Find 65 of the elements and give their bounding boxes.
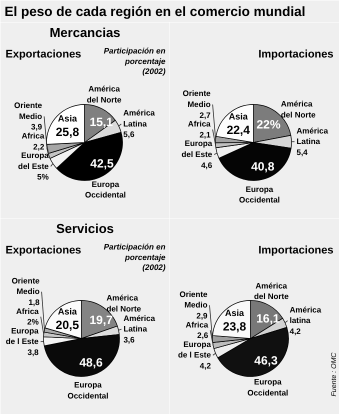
slice-label: Africa bbox=[22, 131, 45, 140]
data-label: 3,8 bbox=[28, 348, 40, 358]
data-label: 23,8 bbox=[222, 320, 246, 334]
data-label: 2,6 bbox=[197, 331, 209, 340]
slice-label: Africa bbox=[186, 320, 209, 330]
data-label: 2,7 bbox=[200, 110, 212, 120]
slice-label: Africa bbox=[16, 306, 40, 316]
data-label: 4,6 bbox=[201, 160, 213, 170]
data-label: 2% bbox=[27, 318, 39, 327]
data-label: 22% bbox=[256, 117, 281, 132]
slice-label: Asia bbox=[58, 113, 78, 124]
slice-label: América del Norte bbox=[106, 294, 142, 314]
slice-label: Asia bbox=[228, 112, 249, 122]
text: El peso de cada región en el comercio mundial bbox=[4, 4, 306, 19]
slice-label: América del Norte bbox=[86, 84, 122, 105]
data-label: 2,9 bbox=[196, 312, 208, 321]
slice-label: Oriente Medio bbox=[182, 89, 212, 109]
slice-label: Europa del Este bbox=[182, 139, 213, 159]
slice-label: Europa Occidental bbox=[68, 380, 108, 401]
chart-subtitle: Mercancias bbox=[50, 25, 120, 40]
chart-title: Importaciones bbox=[258, 244, 334, 256]
data-label: 2,1 bbox=[199, 130, 212, 140]
slice-label: Europa de l Este bbox=[6, 326, 40, 346]
slice-label: Asia bbox=[58, 306, 78, 317]
chart-title: Exportaciones bbox=[6, 244, 82, 256]
data-label: 40,8 bbox=[251, 159, 275, 174]
data-label: 20,5 bbox=[56, 318, 80, 332]
slice-label: Oriente Medio bbox=[12, 276, 40, 296]
data-label: 22,4 bbox=[226, 123, 250, 138]
data-label: 16,1 bbox=[256, 311, 280, 326]
slice-label: Europa de l Este bbox=[178, 340, 212, 360]
slice-label: América latina bbox=[290, 305, 322, 326]
slice-label: Europa del Este bbox=[18, 151, 50, 171]
data-label: 5,6 bbox=[123, 130, 135, 140]
slice-label: América del Norte bbox=[254, 281, 290, 302]
data-label: 3,9 bbox=[31, 122, 43, 132]
slice-label: América Latina bbox=[123, 314, 156, 334]
data-label: 2,2 bbox=[33, 142, 45, 152]
data-label: 15,1 bbox=[90, 115, 114, 130]
slice-label: Asia bbox=[224, 308, 245, 318]
data-label: 48,6 bbox=[79, 355, 104, 370]
data-label: 3,6 bbox=[123, 335, 136, 344]
chart-title: Importaciones bbox=[258, 48, 334, 60]
data-label: 42,5 bbox=[90, 156, 114, 171]
slice-label: Oriente Medio bbox=[14, 101, 43, 121]
slice-label: América Latina bbox=[123, 108, 156, 128]
slice-label: América Latina bbox=[296, 126, 329, 146]
slice-label: Europa Occidental bbox=[238, 184, 280, 205]
text: Participación en porcentaje (2002) bbox=[104, 242, 166, 272]
data-label: 19,7 bbox=[89, 312, 114, 327]
data-label: 5% bbox=[37, 172, 49, 182]
data-label: 25,8 bbox=[56, 124, 80, 139]
chart-subtitle: Servicios bbox=[56, 221, 114, 236]
slice-label: Africa bbox=[188, 120, 212, 129]
data-label: 1,8 bbox=[28, 298, 40, 308]
slice-label: Europa Occidental bbox=[247, 378, 288, 398]
text: Participación en porcentaje (2002) bbox=[104, 46, 166, 76]
data-label: 5,4 bbox=[296, 148, 308, 157]
data-label: 4,2 bbox=[200, 362, 212, 371]
slice-label: Europa Occidental bbox=[84, 180, 126, 200]
slice-label: Oriente Medio bbox=[179, 290, 208, 310]
slice-label: América del Norte bbox=[280, 99, 316, 120]
data-label: 4,2 bbox=[290, 326, 302, 336]
chart-title: Exportaciones bbox=[6, 48, 82, 60]
data-label: 46,3 bbox=[254, 354, 278, 368]
